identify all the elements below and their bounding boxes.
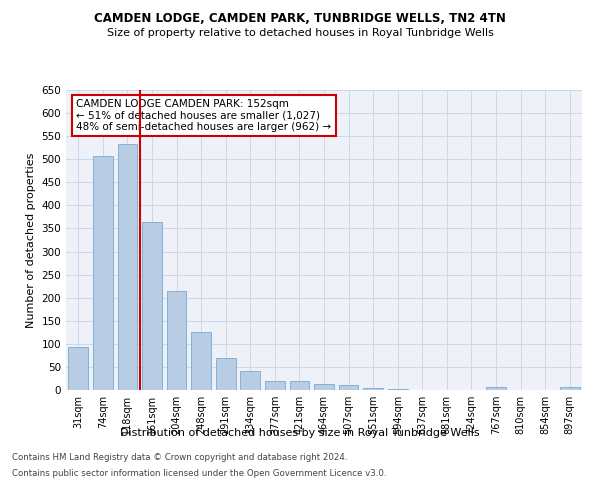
Bar	[118, 144, 137, 390]
Bar	[241, 371, 260, 390]
Bar	[265, 381, 284, 390]
Bar	[93, 156, 113, 390]
Bar	[560, 387, 580, 390]
Bar	[364, 388, 383, 390]
Bar	[68, 347, 88, 390]
Bar	[142, 222, 162, 390]
Y-axis label: Number of detached properties: Number of detached properties	[26, 152, 36, 328]
Bar	[486, 387, 506, 390]
Text: CAMDEN LODGE, CAMDEN PARK, TUNBRIDGE WELLS, TN2 4TN: CAMDEN LODGE, CAMDEN PARK, TUNBRIDGE WEL…	[94, 12, 506, 26]
Bar	[314, 384, 334, 390]
Bar	[290, 381, 309, 390]
Text: Distribution of detached houses by size in Royal Tunbridge Wells: Distribution of detached houses by size …	[120, 428, 480, 438]
Bar	[191, 332, 211, 390]
Bar	[388, 388, 407, 390]
Text: Contains HM Land Registry data © Crown copyright and database right 2024.: Contains HM Land Registry data © Crown c…	[12, 454, 347, 462]
Text: Size of property relative to detached houses in Royal Tunbridge Wells: Size of property relative to detached ho…	[107, 28, 493, 38]
Text: Contains public sector information licensed under the Open Government Licence v3: Contains public sector information licen…	[12, 468, 386, 477]
Bar	[216, 358, 236, 390]
Text: CAMDEN LODGE CAMDEN PARK: 152sqm
← 51% of detached houses are smaller (1,027)
48: CAMDEN LODGE CAMDEN PARK: 152sqm ← 51% o…	[76, 99, 331, 132]
Bar	[339, 386, 358, 390]
Bar	[167, 291, 187, 390]
